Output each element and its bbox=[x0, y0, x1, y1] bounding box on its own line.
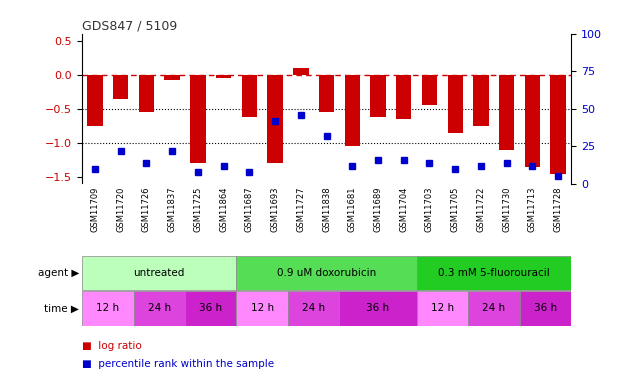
Text: ■  log ratio: ■ log ratio bbox=[82, 340, 142, 351]
Bar bbox=[370, 75, 386, 117]
Bar bbox=[416, 256, 571, 290]
Bar bbox=[345, 75, 360, 146]
Bar bbox=[499, 75, 514, 150]
Text: 0.3 mM 5-fluorouracil: 0.3 mM 5-fluorouracil bbox=[438, 268, 550, 278]
Text: GSM11709: GSM11709 bbox=[90, 187, 100, 232]
Text: ■  percentile rank within the sample: ■ percentile rank within the sample bbox=[82, 359, 274, 369]
Bar bbox=[134, 291, 185, 326]
Bar bbox=[82, 291, 134, 326]
Bar bbox=[216, 75, 232, 78]
Bar bbox=[288, 291, 339, 326]
Text: 12 h: 12 h bbox=[431, 303, 454, 313]
Text: 36 h: 36 h bbox=[367, 303, 389, 313]
Text: GSM11837: GSM11837 bbox=[168, 187, 177, 232]
Text: 12 h: 12 h bbox=[251, 303, 274, 313]
Text: GSM11704: GSM11704 bbox=[399, 187, 408, 232]
Bar bbox=[82, 256, 237, 290]
Text: 0.9 uM doxorubicin: 0.9 uM doxorubicin bbox=[277, 268, 376, 278]
Text: GDS847 / 5109: GDS847 / 5109 bbox=[82, 20, 177, 33]
Bar bbox=[468, 291, 519, 326]
Text: agent ▶: agent ▶ bbox=[37, 268, 79, 278]
Bar bbox=[237, 291, 288, 326]
Text: GSM11864: GSM11864 bbox=[219, 187, 228, 232]
Bar bbox=[447, 75, 463, 133]
Text: 36 h: 36 h bbox=[534, 303, 557, 313]
Bar bbox=[416, 291, 468, 326]
Bar bbox=[185, 291, 237, 326]
Bar bbox=[113, 75, 128, 99]
Bar bbox=[519, 291, 571, 326]
Bar bbox=[87, 75, 103, 126]
Bar bbox=[525, 75, 540, 167]
Text: GSM11693: GSM11693 bbox=[271, 187, 280, 232]
Text: GSM11703: GSM11703 bbox=[425, 187, 434, 232]
Bar bbox=[268, 75, 283, 163]
Text: GSM11727: GSM11727 bbox=[297, 187, 305, 232]
Text: 12 h: 12 h bbox=[96, 303, 119, 313]
Text: GSM11705: GSM11705 bbox=[451, 187, 460, 232]
Bar bbox=[242, 75, 257, 117]
Text: time ▶: time ▶ bbox=[44, 303, 79, 313]
Bar bbox=[237, 256, 416, 290]
Text: GSM11687: GSM11687 bbox=[245, 187, 254, 232]
Text: GSM11728: GSM11728 bbox=[553, 187, 563, 232]
Bar bbox=[473, 75, 488, 126]
Bar bbox=[339, 291, 416, 326]
Text: GSM11713: GSM11713 bbox=[528, 187, 537, 232]
Text: 24 h: 24 h bbox=[302, 303, 325, 313]
Text: GSM11730: GSM11730 bbox=[502, 187, 511, 232]
Bar bbox=[139, 75, 154, 112]
Text: untreated: untreated bbox=[134, 268, 185, 278]
Bar bbox=[293, 68, 309, 75]
Bar bbox=[190, 75, 206, 163]
Bar bbox=[165, 75, 180, 80]
Text: GSM11838: GSM11838 bbox=[322, 187, 331, 232]
Text: GSM11725: GSM11725 bbox=[193, 187, 203, 232]
Text: GSM11720: GSM11720 bbox=[116, 187, 125, 232]
Text: 24 h: 24 h bbox=[148, 303, 171, 313]
Text: 36 h: 36 h bbox=[199, 303, 222, 313]
Text: GSM11722: GSM11722 bbox=[476, 187, 485, 232]
Bar bbox=[422, 75, 437, 105]
Text: GSM11681: GSM11681 bbox=[348, 187, 357, 232]
Text: GSM11726: GSM11726 bbox=[142, 187, 151, 232]
Text: GSM11689: GSM11689 bbox=[374, 187, 382, 232]
Bar bbox=[319, 75, 334, 112]
Bar bbox=[550, 75, 566, 174]
Text: 24 h: 24 h bbox=[482, 303, 505, 313]
Bar bbox=[396, 75, 411, 119]
